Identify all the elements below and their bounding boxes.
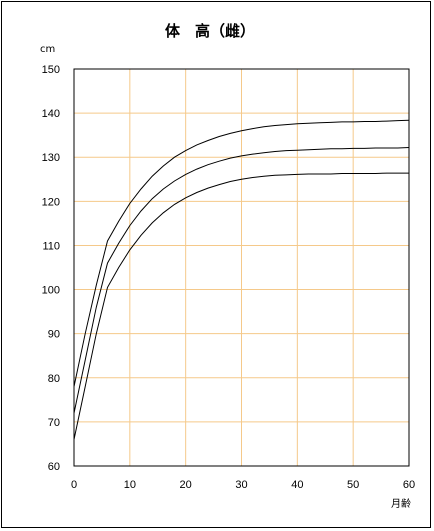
x-tick-label: 10 (124, 479, 136, 491)
grid-lines (74, 69, 409, 466)
lower-curve-line (73, 172, 409, 440)
y-tick-label: 120 (42, 196, 60, 208)
y-tick-label: 60 (48, 461, 60, 473)
series-lines (73, 119, 410, 440)
axis-tick-labels: 60 70 80 90 100 110 120 130 140 150 0 10 20 30 40 50 60 (42, 64, 415, 491)
y-tick-label: 90 (48, 329, 60, 341)
x-tick-label: 60 (403, 479, 415, 491)
x-axis-label: 月齢 (391, 497, 411, 510)
y-tick-label: 130 (42, 152, 60, 164)
x-tick-label: 0 (71, 479, 77, 491)
plot-area-border (73, 68, 410, 467)
y-tick-label: 140 (42, 108, 60, 120)
y-tick-label: 80 (48, 373, 60, 385)
chart-title: 体 高（雌） (165, 22, 255, 40)
x-tick-label: 50 (347, 479, 359, 491)
y-tick-label: 110 (42, 240, 60, 252)
x-tick-label: 30 (235, 479, 247, 491)
middle-curve-line (73, 147, 410, 414)
y-tick-label: 100 (42, 285, 60, 297)
y-axis-unit-label: cm (40, 44, 55, 55)
x-tick-label: 20 (180, 479, 192, 491)
upper-curve-line (73, 119, 410, 387)
y-tick-label: 70 (48, 417, 60, 429)
x-tick-label: 40 (291, 479, 303, 491)
y-tick-label: 150 (42, 64, 60, 76)
